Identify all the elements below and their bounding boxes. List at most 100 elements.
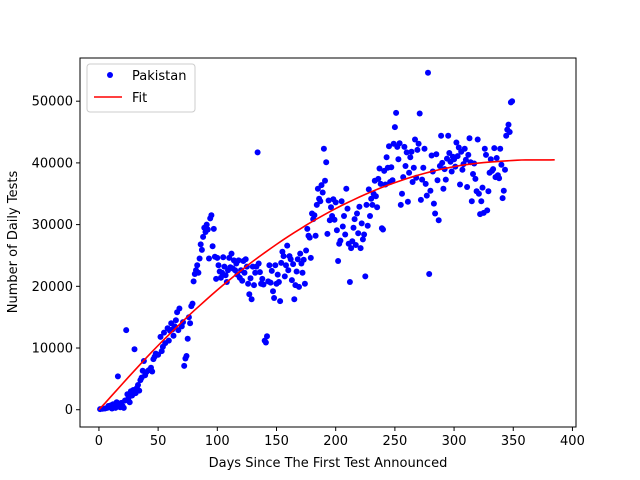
data-point (280, 253, 287, 260)
y-tick-label: 20000 (32, 280, 73, 295)
data-point (271, 295, 278, 301)
x-axis-label: Days Since The First Test Announced (209, 456, 448, 471)
data-point (149, 368, 156, 375)
data-point (432, 210, 439, 217)
data-point (194, 262, 201, 269)
data-point (419, 176, 426, 183)
data-point (270, 288, 276, 295)
data-point (259, 275, 266, 282)
data-point (120, 404, 127, 411)
data-point (376, 165, 383, 172)
data-point (324, 230, 331, 237)
data-point (363, 201, 370, 208)
data-point (228, 250, 235, 257)
data-point (396, 140, 403, 147)
y-tick-label: 30000 (32, 218, 73, 233)
data-point (498, 161, 505, 168)
data-point (491, 145, 498, 152)
data-point (412, 136, 418, 143)
data-point (389, 177, 396, 184)
data-point (474, 136, 481, 143)
data-point (214, 254, 221, 261)
x-tick-label: 50 (150, 434, 167, 449)
data-point (172, 317, 179, 324)
data-point (170, 332, 177, 339)
data-point (509, 98, 516, 105)
data-point (415, 140, 422, 147)
data-point (181, 362, 188, 369)
data-point (435, 217, 442, 224)
data-point (197, 241, 204, 248)
data-point (260, 281, 267, 288)
data-point (254, 149, 261, 156)
data-point (356, 203, 363, 210)
data-point (430, 200, 437, 207)
data-point (304, 225, 311, 232)
data-point (417, 196, 424, 203)
data-point (318, 182, 325, 189)
data-point (320, 145, 327, 152)
x-tick-label: 150 (264, 434, 289, 449)
data-point (454, 153, 461, 160)
data-point (297, 250, 304, 257)
data-point (426, 271, 433, 277)
fit-line (98, 159, 555, 411)
data-point (499, 195, 506, 202)
data-point (242, 256, 249, 263)
data-point (457, 181, 463, 188)
data-point (343, 185, 350, 192)
data-point (248, 296, 255, 303)
data-point (114, 373, 121, 380)
data-point (213, 275, 220, 282)
data-point (189, 300, 196, 307)
data-point (281, 273, 288, 280)
data-point (319, 189, 326, 196)
data-point (210, 225, 217, 232)
data-point (420, 164, 427, 171)
data-point (314, 185, 321, 192)
data-point (439, 159, 446, 166)
data-point (267, 279, 274, 286)
data-point (351, 216, 358, 223)
legend: Pakistan Fit (86, 63, 196, 113)
data-point (272, 262, 279, 269)
y-tick-label: 0 (65, 403, 73, 418)
data-point (399, 190, 405, 197)
data-point (438, 132, 445, 139)
data-point (344, 205, 351, 212)
data-point (217, 274, 224, 281)
data-point (266, 262, 273, 269)
data-point (406, 169, 413, 176)
data-point (256, 269, 263, 276)
data-point (222, 272, 229, 279)
data-point (383, 154, 390, 161)
data-point (367, 213, 373, 219)
data-point (183, 353, 190, 359)
data-point (221, 263, 228, 270)
data-point (333, 227, 340, 234)
data-point (346, 279, 353, 285)
data-point (404, 198, 411, 205)
x-axis-ticks: 0 50 100 150 200 250 300 350 400 (95, 427, 585, 449)
data-point (239, 277, 246, 284)
data-point (215, 262, 222, 269)
data-point (466, 135, 473, 142)
data-point (357, 245, 364, 252)
data-point (368, 195, 375, 202)
data-point (350, 224, 357, 231)
x-tick-label: 300 (442, 434, 467, 449)
data-point (358, 220, 365, 227)
data-point (184, 335, 191, 342)
y-axis-label: Number of Daily Tests (6, 171, 21, 314)
data-point (322, 177, 328, 184)
x-tick-label: 0 (95, 434, 103, 449)
data-point (285, 267, 292, 274)
data-point (361, 231, 368, 238)
data-point (337, 237, 344, 244)
data-point (341, 213, 347, 219)
x-tick-label: 100 (205, 434, 230, 449)
data-point (157, 333, 164, 340)
data-point (301, 280, 308, 287)
data-point (198, 246, 205, 253)
